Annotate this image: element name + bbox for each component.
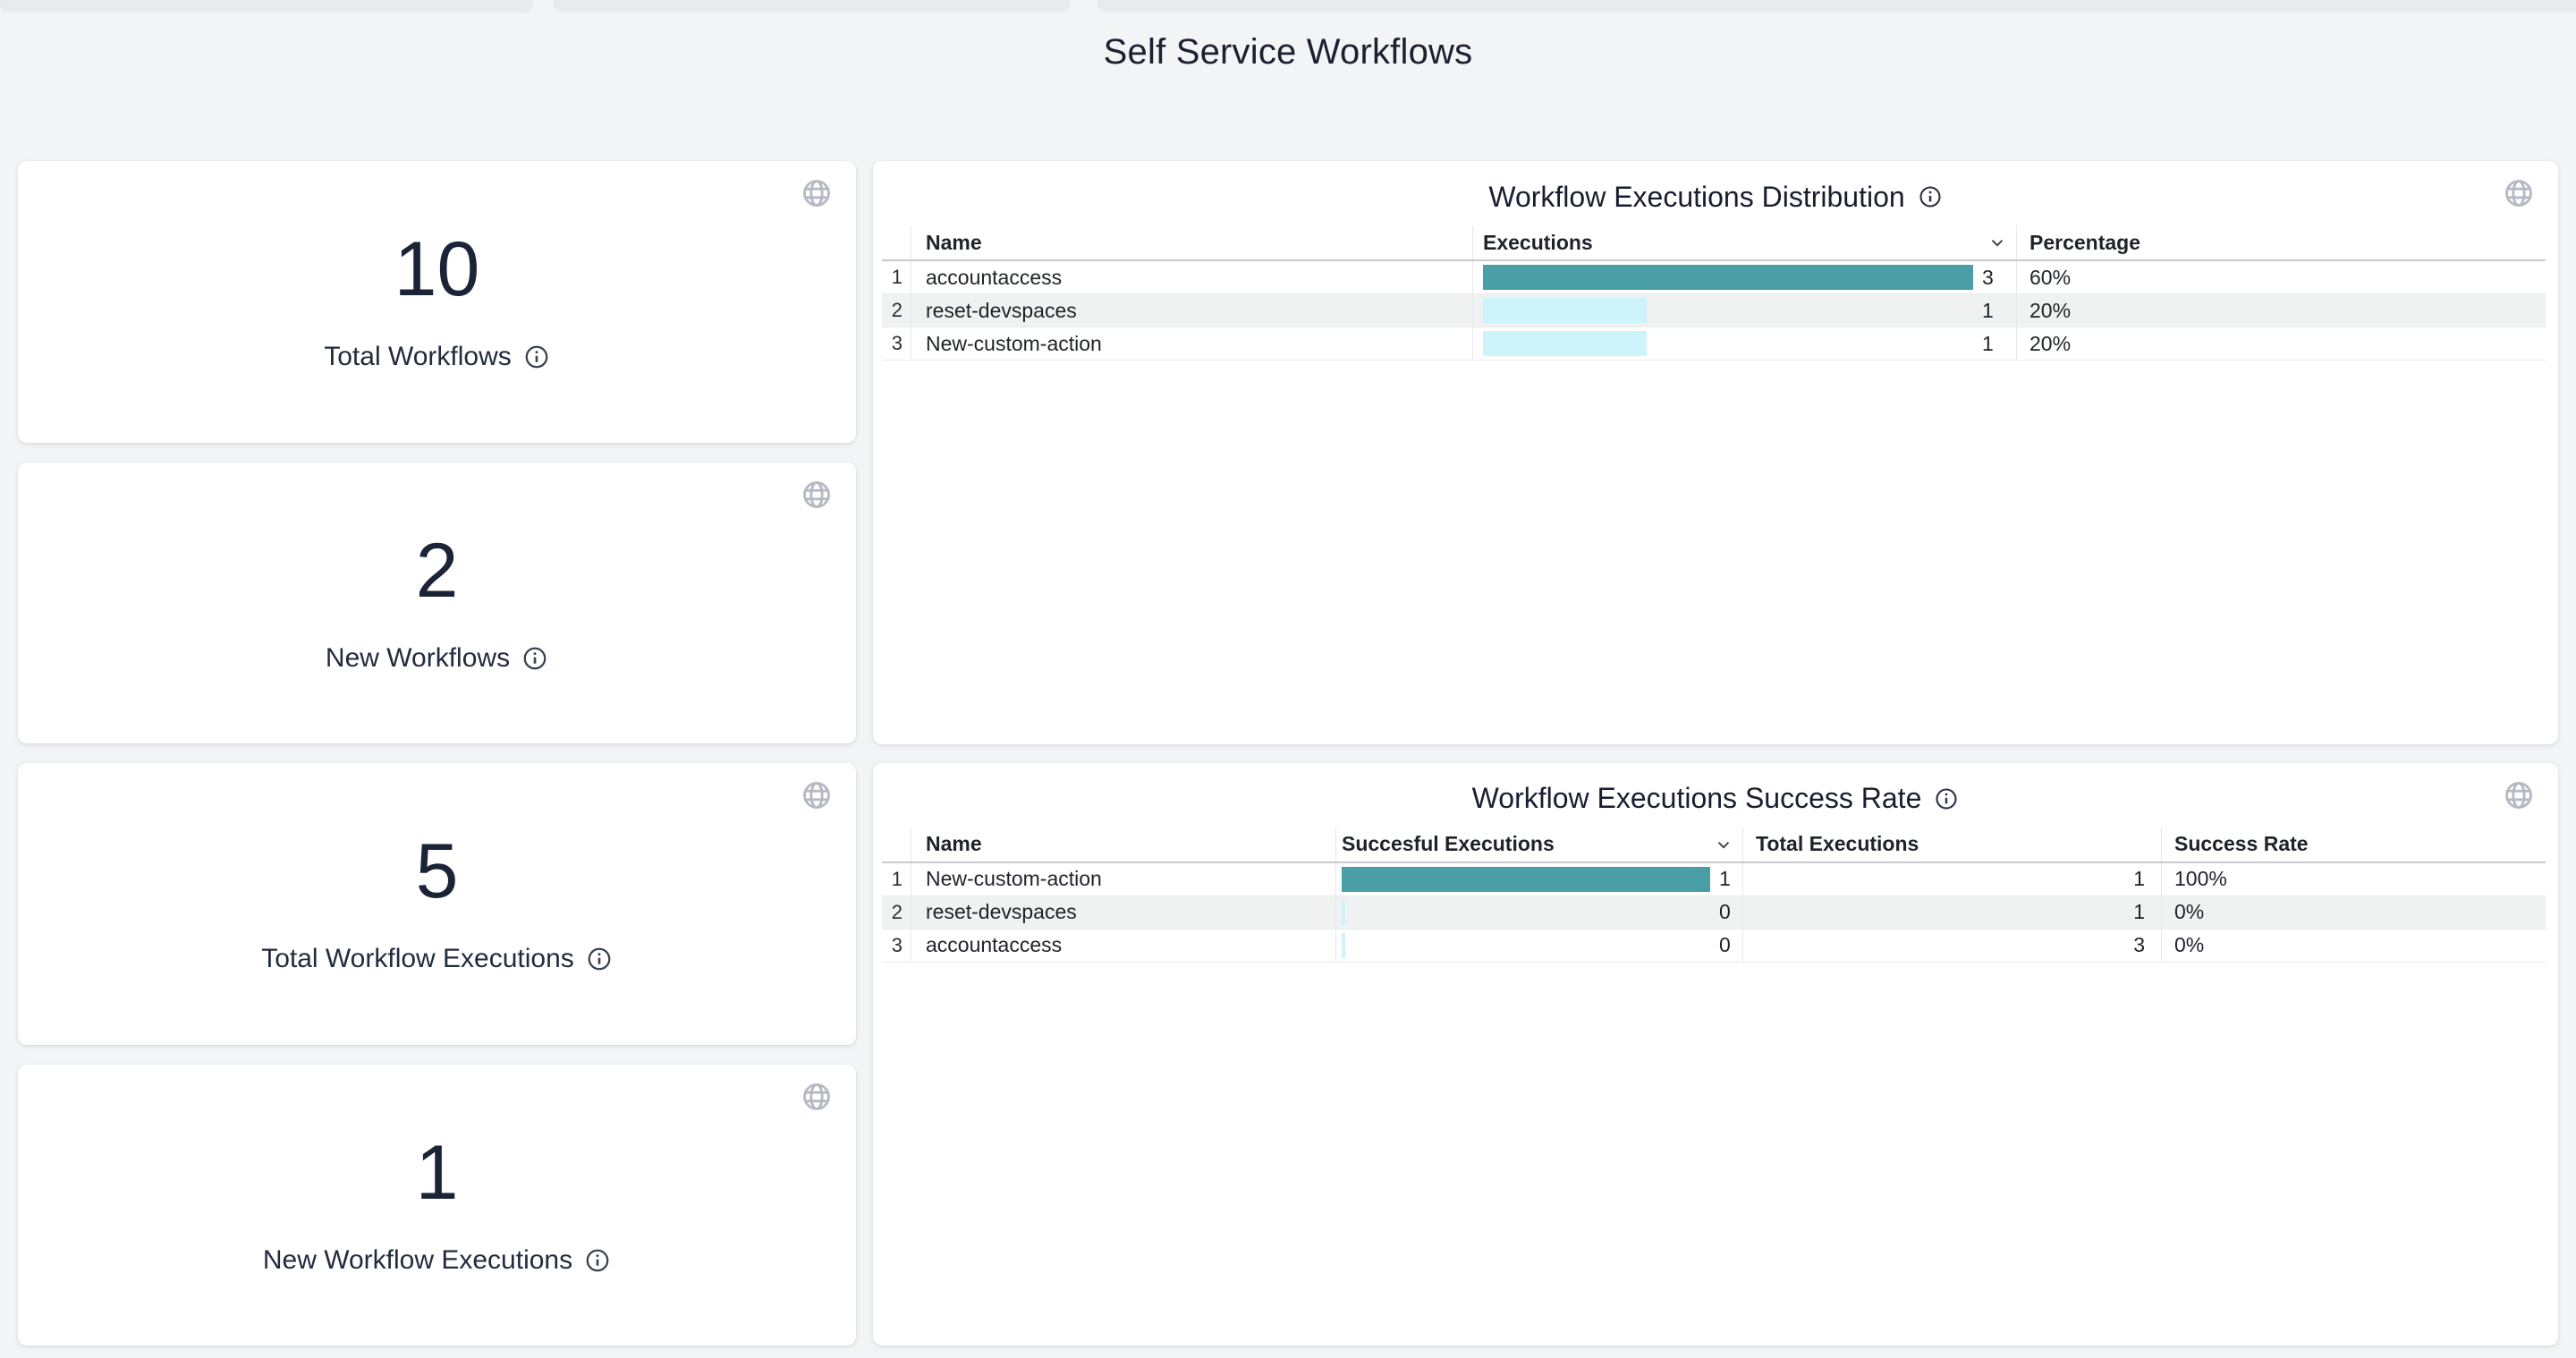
- workflow-name: New-custom-action: [911, 327, 1472, 360]
- stat-card-total-workflows: 10 Total Workflows: [18, 161, 856, 443]
- total-executions-value: 1: [1742, 895, 2161, 929]
- stat-value: 10: [394, 226, 480, 313]
- info-icon[interactable]: [586, 946, 613, 972]
- successful-executions-bar: [1342, 899, 1345, 925]
- row-number: 3: [891, 933, 902, 956]
- executions-value: 3: [1982, 265, 1994, 289]
- stat-card-column: 10 Total Workflows 2 New W: [18, 161, 856, 1345]
- workflow-name: reset-devspaces: [911, 294, 1472, 327]
- chevron-down-icon[interactable]: [1714, 835, 1733, 854]
- workflow-name: New-custom-action: [911, 862, 1335, 895]
- executions-value: 1: [1982, 298, 1994, 322]
- row-number: 3: [891, 332, 902, 354]
- stat-card-total-workflow-executions: 5 Total Workflow Executions: [18, 763, 856, 1045]
- info-icon[interactable]: [1934, 786, 1959, 811]
- stat-card-new-workflows: 2 New Workflows: [18, 462, 856, 743]
- distribution-table: Name Executions Percentage 1 accountacce…: [882, 225, 2546, 361]
- globe-icon[interactable]: [2503, 177, 2535, 209]
- info-icon[interactable]: [523, 344, 550, 370]
- success-rate-value: 0%: [2161, 895, 2546, 929]
- info-icon[interactable]: [1918, 184, 1943, 209]
- workflow-name: accountaccess: [911, 929, 1335, 962]
- globe-icon[interactable]: [2503, 779, 2535, 811]
- percentage-value: 20%: [2016, 327, 2546, 360]
- executions-value: 1: [1982, 331, 1994, 355]
- chevron-down-icon[interactable]: [1987, 233, 2007, 252]
- successful-executions-bar: [1342, 866, 1710, 892]
- stat-card-new-workflow-executions: 1 New Workflow Executions: [18, 1064, 856, 1345]
- header-row-number: [882, 828, 911, 861]
- successful-executions-value: 0: [1719, 933, 1731, 956]
- panel-workflow-executions-distribution: Workflow Executions Distribution Name Ex…: [873, 161, 2558, 744]
- info-icon[interactable]: [521, 645, 548, 672]
- stat-label: New Workflows: [325, 642, 511, 673]
- row-number: 2: [891, 299, 902, 321]
- header-success-rate[interactable]: Success Rate: [2161, 827, 2546, 861]
- stat-label: New Workflow Executions: [262, 1244, 573, 1275]
- workflow-name: reset-devspaces: [911, 895, 1335, 929]
- success-rate-value: 0%: [2161, 929, 2546, 962]
- info-icon[interactable]: [584, 1247, 611, 1274]
- header-row-number: [882, 225, 911, 259]
- executions-bar: [1483, 265, 1973, 290]
- successful-executions-bar-cell: 0: [1335, 895, 1742, 929]
- successful-executions-bar: [1342, 932, 1345, 958]
- stat-value: 2: [415, 527, 459, 614]
- header-name[interactable]: Name: [911, 827, 1335, 861]
- total-executions-value: 1: [1742, 862, 2161, 895]
- executions-bar-cell: 1: [1472, 294, 2016, 327]
- table-row: 1 accountaccess 3 60%: [882, 261, 2546, 294]
- top-panel-remnant: [554, 0, 1070, 12]
- panel-title: Workflow Executions Distribution: [1488, 180, 1905, 213]
- globe-icon[interactable]: [801, 779, 833, 811]
- stat-value: 5: [415, 828, 459, 915]
- table-row: 2 reset-devspaces 1 20%: [882, 294, 2546, 327]
- page-title: Self Service Workflows: [1103, 32, 1473, 72]
- successful-executions-bar-cell: 0: [1335, 929, 1742, 962]
- executions-bar: [1483, 298, 1647, 323]
- header-successful-executions[interactable]: Succesful Executions: [1335, 827, 1742, 861]
- row-number: 1: [891, 266, 902, 288]
- table-row: 3 accountaccess 0 3 0%: [882, 929, 2546, 963]
- successful-executions-bar-cell: 1: [1335, 862, 1742, 895]
- table-row: 1 New-custom-action 1 1 100%: [882, 862, 2546, 896]
- globe-icon[interactable]: [801, 1081, 833, 1113]
- header-name[interactable]: Name: [911, 225, 1472, 259]
- row-number: 2: [891, 900, 902, 923]
- row-number: 1: [891, 867, 902, 890]
- panel-column: Workflow Executions Distribution Name Ex…: [873, 161, 2558, 1345]
- stat-value: 1: [415, 1129, 459, 1216]
- table-header-row: Name Succesful Executions Total Executio…: [882, 827, 2546, 863]
- table-header-row: Name Executions Percentage: [882, 225, 2546, 261]
- top-panel-remnant: [1097, 0, 2576, 12]
- table-row: 3 New-custom-action 1 20%: [882, 327, 2546, 361]
- dashboard-layout: 10 Total Workflows 2 New W: [18, 161, 2558, 1345]
- panel-workflow-executions-success-rate: Workflow Executions Success Rate Name Su…: [873, 762, 2558, 1345]
- header-percentage[interactable]: Percentage: [2016, 225, 2546, 259]
- success-rate-table: Name Succesful Executions Total Executio…: [882, 827, 2546, 963]
- globe-icon[interactable]: [801, 177, 833, 209]
- panel-title: Workflow Executions Success Rate: [1471, 782, 1922, 814]
- executions-bar-cell: 1: [1472, 327, 2016, 360]
- percentage-value: 20%: [2016, 294, 2546, 327]
- workflow-name: accountaccess: [911, 261, 1472, 293]
- total-executions-value: 3: [1742, 929, 2161, 962]
- top-panel-remnant: [0, 0, 532, 12]
- stat-label: Total Workflow Executions: [261, 944, 574, 974]
- successful-executions-value: 0: [1719, 900, 1731, 923]
- percentage-value: 60%: [2016, 261, 2546, 293]
- globe-icon[interactable]: [801, 479, 833, 511]
- header-total-executions[interactable]: Total Executions: [1742, 827, 2161, 861]
- stat-label: Total Workflows: [324, 342, 512, 372]
- header-executions[interactable]: Executions: [1472, 225, 2016, 259]
- executions-bar: [1483, 331, 1647, 356]
- successful-executions-value: 1: [1719, 867, 1731, 890]
- success-rate-value: 100%: [2161, 862, 2546, 895]
- table-row: 2 reset-devspaces 0 1 0%: [882, 895, 2546, 929]
- executions-bar-cell: 3: [1472, 261, 2016, 293]
